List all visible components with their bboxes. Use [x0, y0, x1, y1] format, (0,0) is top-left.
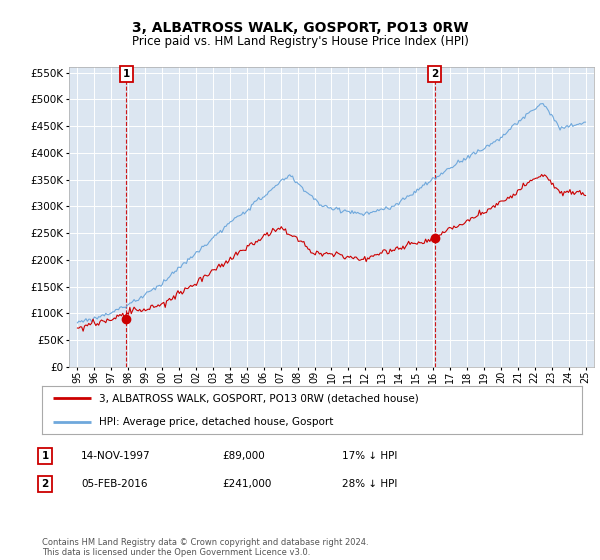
- Text: 2: 2: [431, 69, 439, 78]
- Text: 14-NOV-1997: 14-NOV-1997: [81, 451, 151, 461]
- Text: 05-FEB-2016: 05-FEB-2016: [81, 479, 148, 489]
- Text: 28% ↓ HPI: 28% ↓ HPI: [342, 479, 397, 489]
- Text: Price paid vs. HM Land Registry's House Price Index (HPI): Price paid vs. HM Land Registry's House …: [131, 35, 469, 48]
- Text: £89,000: £89,000: [222, 451, 265, 461]
- Text: 3, ALBATROSS WALK, GOSPORT, PO13 0RW: 3, ALBATROSS WALK, GOSPORT, PO13 0RW: [132, 21, 468, 35]
- Text: 17% ↓ HPI: 17% ↓ HPI: [342, 451, 397, 461]
- Text: £241,000: £241,000: [222, 479, 271, 489]
- Text: Contains HM Land Registry data © Crown copyright and database right 2024.
This d: Contains HM Land Registry data © Crown c…: [42, 538, 368, 557]
- Text: HPI: Average price, detached house, Gosport: HPI: Average price, detached house, Gosp…: [98, 417, 333, 427]
- Text: 1: 1: [41, 451, 49, 461]
- Text: 1: 1: [122, 69, 130, 78]
- Text: 3, ALBATROSS WALK, GOSPORT, PO13 0RW (detached house): 3, ALBATROSS WALK, GOSPORT, PO13 0RW (de…: [98, 393, 418, 403]
- Text: 2: 2: [41, 479, 49, 489]
